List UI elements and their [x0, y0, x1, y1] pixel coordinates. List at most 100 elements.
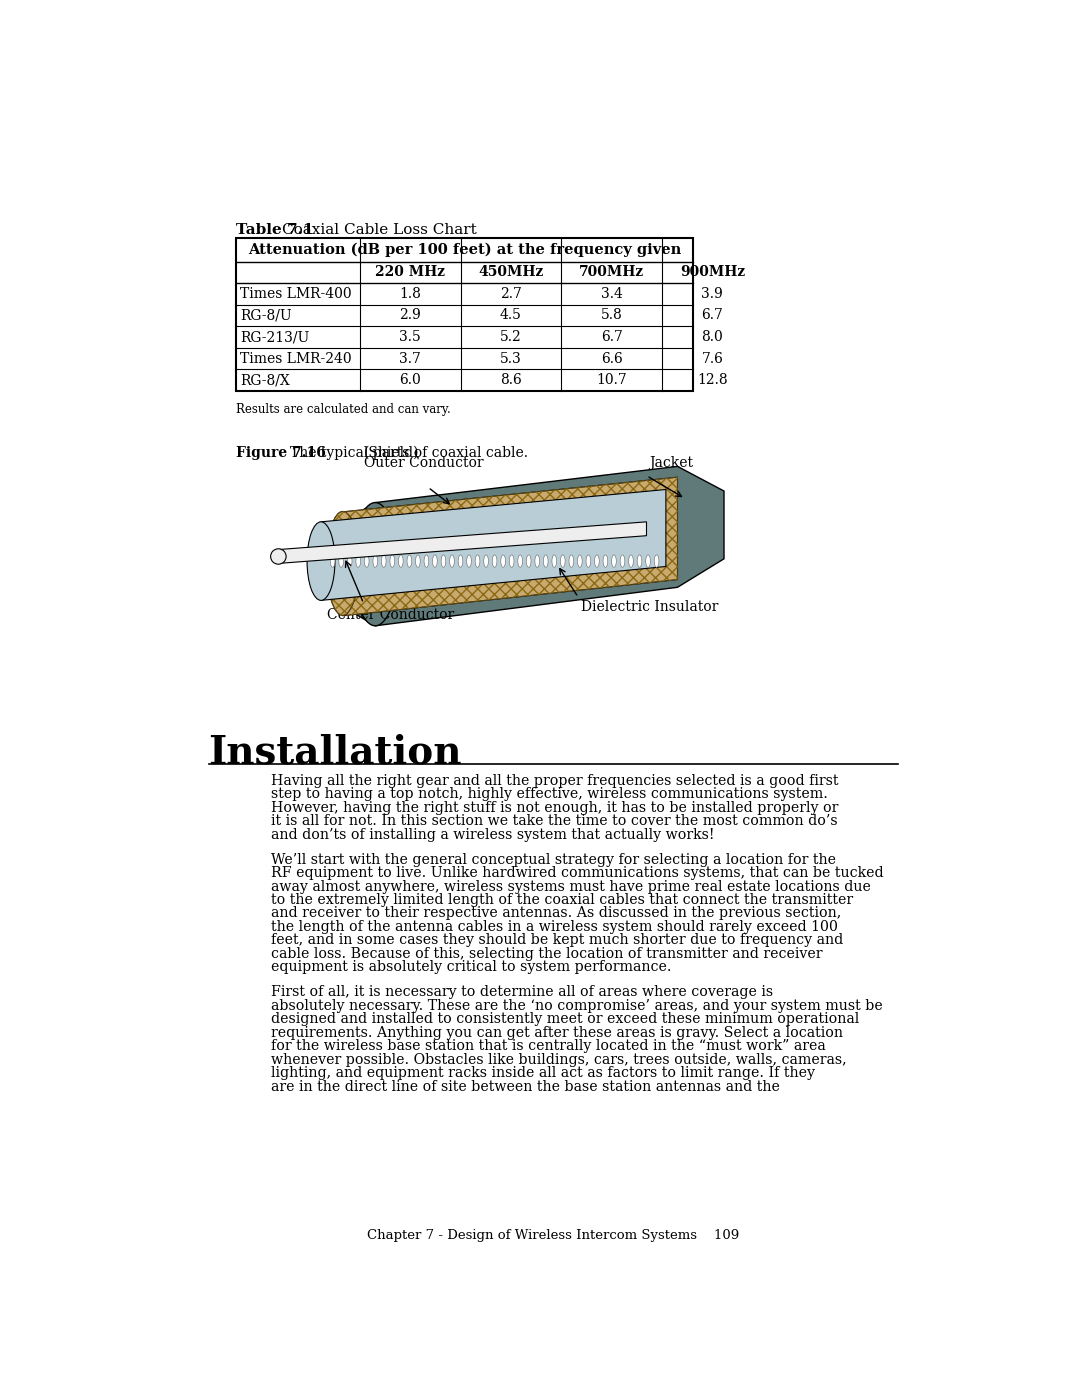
- Ellipse shape: [424, 555, 429, 567]
- Text: Times LMR-240: Times LMR-240: [241, 352, 352, 366]
- Ellipse shape: [441, 555, 446, 567]
- Text: cable loss. Because of this, selecting the location of transmitter and receiver: cable loss. Because of this, selecting t…: [271, 947, 822, 961]
- Ellipse shape: [407, 555, 411, 567]
- Text: RF equipment to live. Unlike hardwired communications systems, that can be tucke: RF equipment to live. Unlike hardwired c…: [271, 866, 883, 880]
- Text: 5.8: 5.8: [600, 309, 622, 323]
- Ellipse shape: [458, 555, 463, 567]
- Text: Times LMR-400: Times LMR-400: [241, 286, 352, 300]
- Text: 6.7: 6.7: [701, 309, 724, 323]
- Text: (Shield): (Shield): [364, 446, 419, 460]
- Text: absolutely necessary. These are the ‘no compromise’ areas, and your system must : absolutely necessary. These are the ‘no …: [271, 999, 882, 1013]
- Text: 450MHz: 450MHz: [478, 265, 543, 279]
- Ellipse shape: [646, 555, 650, 567]
- Text: Attenuation (dB per 100 feet) at the frequency given: Attenuation (dB per 100 feet) at the fre…: [247, 243, 681, 257]
- Ellipse shape: [552, 555, 556, 567]
- Text: Outer Conductor: Outer Conductor: [364, 457, 483, 471]
- Ellipse shape: [326, 511, 359, 616]
- Ellipse shape: [330, 555, 335, 567]
- Ellipse shape: [629, 555, 633, 567]
- Text: to the extremely limited length of the coaxial cables that connect the transmitt: to the extremely limited length of the c…: [271, 893, 853, 907]
- Ellipse shape: [449, 555, 455, 567]
- Ellipse shape: [611, 555, 617, 567]
- Ellipse shape: [603, 555, 608, 567]
- Text: 700MHz: 700MHz: [579, 265, 644, 279]
- Ellipse shape: [390, 555, 394, 567]
- Ellipse shape: [381, 555, 387, 567]
- Text: 3.7: 3.7: [400, 352, 421, 366]
- Text: the length of the antenna cables in a wireless system should rarely exceed 100: the length of the antenna cables in a wi…: [271, 921, 838, 935]
- Text: 900MHz: 900MHz: [679, 265, 745, 279]
- Text: Having all the right gear and all the proper frequencies selected is a good firs: Having all the right gear and all the pr…: [271, 774, 838, 788]
- Text: 12.8: 12.8: [697, 373, 728, 387]
- Text: 7.6: 7.6: [701, 352, 724, 366]
- Text: designed and installed to consistently meet or exceed these minimum operational: designed and installed to consistently m…: [271, 1013, 859, 1027]
- Text: 5.3: 5.3: [500, 352, 522, 366]
- Text: step to having a top notch, highly effective, wireless communications system.: step to having a top notch, highly effec…: [271, 787, 827, 800]
- Text: RG-8/X: RG-8/X: [241, 373, 291, 387]
- Text: RG-213/U: RG-213/U: [241, 330, 310, 344]
- Text: The typical parts of coaxial cable.: The typical parts of coaxial cable.: [291, 447, 528, 461]
- Ellipse shape: [561, 555, 565, 567]
- Text: 3.5: 3.5: [400, 330, 421, 344]
- Text: 8.0: 8.0: [702, 330, 724, 344]
- Text: 3.4: 3.4: [600, 286, 622, 300]
- Text: 6.7: 6.7: [600, 330, 622, 344]
- Text: Center Conductor: Center Conductor: [327, 608, 455, 622]
- Text: 8.6: 8.6: [500, 373, 522, 387]
- Text: However, having the right stuff is not enough, it has to be installed properly o: However, having the right stuff is not e…: [271, 800, 838, 814]
- Text: First of all, it is necessary to determine all of areas where coverage is: First of all, it is necessary to determi…: [271, 985, 773, 999]
- Polygon shape: [333, 467, 724, 626]
- Ellipse shape: [433, 555, 437, 567]
- Ellipse shape: [484, 555, 488, 567]
- Text: 2.9: 2.9: [400, 309, 421, 323]
- Text: Chapter 7 - Design of Wireless Intercom Systems    109: Chapter 7 - Design of Wireless Intercom …: [367, 1229, 740, 1242]
- Ellipse shape: [517, 555, 523, 567]
- Text: 10.7: 10.7: [596, 373, 627, 387]
- Text: Installation: Installation: [208, 733, 462, 771]
- Text: Dielectric Insulator: Dielectric Insulator: [581, 601, 718, 615]
- Ellipse shape: [620, 555, 625, 567]
- Ellipse shape: [373, 555, 378, 567]
- Text: 4.5: 4.5: [500, 309, 522, 323]
- Text: feet, and in some cases they should be kept much shorter due to frequency and: feet, and in some cases they should be k…: [271, 933, 842, 947]
- Text: for the wireless base station that is centrally located in the “must work” area: for the wireless base station that is ce…: [271, 1039, 825, 1053]
- Text: are in the direct line of site between the base station antennas and the: are in the direct line of site between t…: [271, 1080, 780, 1094]
- Ellipse shape: [526, 555, 531, 567]
- Bar: [235, 239, 693, 391]
- Text: 2.7: 2.7: [500, 286, 522, 300]
- Text: 6.6: 6.6: [600, 352, 622, 366]
- Ellipse shape: [543, 555, 548, 567]
- Text: 6.0: 6.0: [400, 373, 421, 387]
- Ellipse shape: [569, 555, 573, 567]
- Text: and don’ts of installing a wireless system that actually works!: and don’ts of installing a wireless syst…: [271, 827, 714, 841]
- Text: Figure 7.16: Figure 7.16: [235, 447, 326, 461]
- Text: and receiver to their respective antennas. As discussed in the previous section,: and receiver to their respective antenna…: [271, 907, 841, 921]
- Ellipse shape: [399, 555, 403, 567]
- Ellipse shape: [348, 555, 352, 567]
- Ellipse shape: [578, 555, 582, 567]
- Ellipse shape: [416, 555, 420, 567]
- Ellipse shape: [586, 555, 591, 567]
- Text: 1.8: 1.8: [400, 286, 421, 300]
- Ellipse shape: [501, 555, 505, 567]
- Text: Results are calculated and can vary.: Results are calculated and can vary.: [235, 404, 450, 416]
- Ellipse shape: [353, 503, 397, 626]
- Ellipse shape: [467, 555, 471, 567]
- Ellipse shape: [595, 555, 599, 567]
- Text: lighting, and equipment racks inside all act as factors to limit range. If they: lighting, and equipment racks inside all…: [271, 1066, 814, 1080]
- Text: requirements. Anything you can get after these areas is gravy. Select a location: requirements. Anything you can get after…: [271, 1025, 842, 1039]
- Text: it is all for not. In this section we take the time to cover the most common do’: it is all for not. In this section we ta…: [271, 814, 837, 828]
- Ellipse shape: [307, 522, 335, 601]
- Text: Jacket: Jacket: [649, 457, 693, 471]
- Ellipse shape: [510, 555, 514, 567]
- Ellipse shape: [492, 555, 497, 567]
- Text: 220 MHz: 220 MHz: [375, 265, 445, 279]
- Text: 3.9: 3.9: [702, 286, 724, 300]
- Text: RG-8/U: RG-8/U: [241, 309, 292, 323]
- Text: Coaxial Cable Loss Chart: Coaxial Cable Loss Chart: [282, 224, 477, 237]
- Ellipse shape: [654, 555, 659, 567]
- Ellipse shape: [271, 549, 286, 564]
- Text: We’ll start with the general conceptual strategy for selecting a location for th: We’ll start with the general conceptual …: [271, 852, 836, 866]
- Text: Table 7.1: Table 7.1: [235, 224, 313, 237]
- Ellipse shape: [535, 555, 540, 567]
